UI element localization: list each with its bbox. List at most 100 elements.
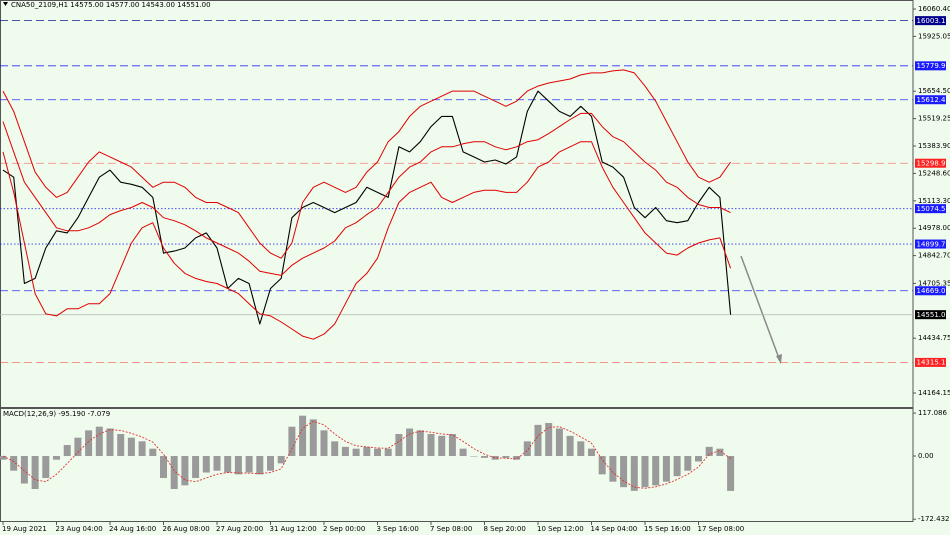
macd-bar — [428, 434, 435, 456]
macd-bar — [53, 456, 60, 460]
macd-bar — [299, 416, 306, 456]
chart-header: CNA50_2109,H1 14575.00 14577.00 14543.00… — [11, 1, 211, 9]
macd-bar — [695, 456, 702, 461]
macd-bar — [267, 456, 274, 471]
macd-bar — [374, 449, 381, 456]
x-tick-label: 15 Sep 16:00 — [644, 525, 691, 533]
y-tick-label: 16060.40 — [918, 5, 950, 13]
macd-bar — [385, 449, 392, 456]
level-label: 14669.06 — [917, 287, 950, 295]
x-tick-label: 19 Aug 2021 — [2, 525, 47, 533]
macd-bar — [214, 456, 221, 471]
macd-bar — [674, 456, 681, 476]
macd-bar — [74, 438, 81, 456]
macd-bar — [278, 456, 285, 463]
macd-bar — [556, 429, 563, 456]
macd-bar — [117, 434, 124, 456]
x-tick-label: 7 Sep 08:00 — [430, 525, 472, 533]
level-label: 14899.79 — [917, 240, 950, 248]
macd-bar — [599, 456, 606, 474]
macd-bar — [235, 456, 242, 474]
macd-bar — [438, 436, 445, 456]
macd-bar — [406, 429, 413, 456]
macd-bar — [395, 434, 402, 456]
macd-bar — [181, 456, 188, 485]
y-tick-label: -172.432 — [918, 515, 949, 523]
macd-bar — [331, 441, 338, 456]
macd-bar — [310, 419, 317, 456]
macd-bar — [363, 447, 370, 456]
macd-bar — [321, 430, 328, 456]
macd-header: MACD(12,26,9) -95.190 -7.079 — [3, 410, 110, 418]
level-label: 15298.93 — [917, 160, 950, 168]
macd-bar — [96, 427, 103, 456]
macd-bar — [32, 456, 39, 489]
x-tick-label: 8 Sep 20:00 — [484, 525, 526, 533]
macd-bar — [663, 456, 670, 482]
x-tick-label: 3 Sep 16:00 — [377, 525, 419, 533]
level-label: 14315.18 — [917, 359, 950, 367]
macd-bar — [256, 456, 263, 474]
macd-bar — [545, 423, 552, 456]
x-tick-label: 24 Aug 16:00 — [109, 525, 156, 533]
x-tick-label: 10 Sep 12:00 — [537, 525, 584, 533]
macd-bar — [684, 456, 691, 471]
macd-bar — [192, 456, 199, 478]
level-label: 16003.11 — [917, 17, 950, 25]
macd-bar — [149, 449, 156, 456]
y-tick-label: 15248.60 — [918, 169, 950, 177]
macd-bar — [203, 456, 210, 472]
y-tick-label: 15654.50 — [918, 87, 950, 95]
y-tick-label: 15519.25 — [918, 115, 950, 123]
y-tick-label: 14434.75 — [918, 334, 950, 342]
level-label: 14551.00 — [917, 311, 950, 319]
y-tick-label: 14164.15 — [918, 389, 950, 397]
y-tick-label: 15925.05 — [918, 32, 950, 40]
macd-bar — [42, 456, 49, 478]
macd-bar — [449, 434, 456, 456]
macd-bar — [288, 427, 295, 456]
macd-bar — [652, 456, 659, 485]
macd-bar — [577, 441, 584, 456]
x-tick-label: 17 Sep 08:00 — [698, 525, 745, 533]
level-label: 15779.90 — [917, 62, 950, 70]
macd-bar — [417, 430, 424, 456]
y-tick-label: 0.00 — [918, 452, 934, 460]
macd-bar — [64, 445, 71, 456]
level-label: 15074.50 — [917, 205, 950, 213]
macd-bar — [85, 430, 92, 456]
y-tick-label: 117.086 — [918, 409, 947, 417]
macd-bar — [470, 456, 477, 457]
macd-bar — [128, 438, 135, 456]
macd-bar — [524, 441, 531, 456]
y-tick-label: 15383.90 — [918, 142, 950, 150]
macd-bar — [588, 449, 595, 456]
macd-bar — [139, 441, 146, 456]
macd-bar — [342, 447, 349, 456]
x-tick-label: 2 Sep 00:00 — [323, 525, 365, 533]
macd-bar — [353, 449, 360, 456]
macd-bar — [21, 456, 28, 483]
y-tick-label: 14842.70 — [918, 252, 950, 260]
macd-bar — [160, 456, 167, 478]
macd-bar — [107, 429, 114, 456]
macd-bar — [460, 449, 467, 456]
level-label: 15612.49 — [917, 96, 950, 104]
macd-bar — [224, 456, 231, 472]
x-tick-label: 14 Sep 04:00 — [591, 525, 638, 533]
macd-bar — [502, 456, 509, 458]
macd-bar — [535, 425, 542, 456]
y-tick-label: 15113.30 — [918, 197, 950, 205]
x-tick-label: 26 Aug 08:00 — [163, 525, 210, 533]
x-tick-label: 23 Aug 04:00 — [56, 525, 103, 533]
x-tick-label: 31 Aug 12:00 — [270, 525, 317, 533]
macd-bar — [481, 456, 488, 458]
macd-bar — [642, 456, 649, 487]
macd-bar — [567, 436, 574, 456]
macd-bar — [246, 456, 253, 472]
y-tick-label: 14978.00 — [918, 224, 950, 232]
macd-bar — [609, 456, 616, 482]
macd-bar — [716, 449, 723, 456]
macd-bar — [727, 456, 734, 491]
x-tick-label: 27 Aug 20:00 — [216, 525, 263, 533]
